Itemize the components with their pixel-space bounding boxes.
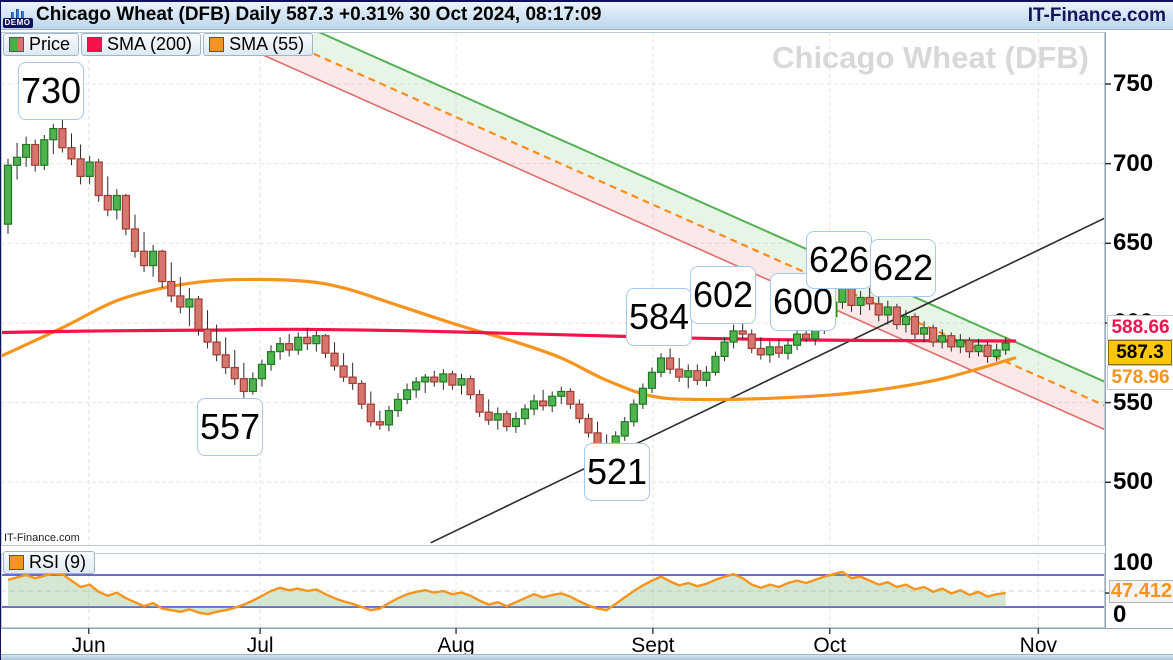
rsi-axis-tick-0: 0	[1113, 601, 1127, 628]
price-callout-602[interactable]: 602	[690, 266, 756, 324]
price-callout-557[interactable]: 557	[197, 398, 263, 456]
legend-price[interactable]: Price	[3, 33, 80, 56]
price-callout-521[interactable]: 521	[584, 443, 650, 501]
sma55-swatch-icon	[209, 37, 225, 52]
instrument-watermark: Chicago Wheat (DFB)	[772, 40, 1089, 75]
price-callout-584[interactable]: 584	[626, 288, 692, 346]
price-axis-tick-550: 550	[1113, 388, 1154, 416]
legend-sma55[interactable]: SMA (55)	[203, 33, 314, 56]
sma200-swatch-icon	[87, 37, 103, 52]
demo-label: DEMO	[2, 18, 33, 28]
x-axis-month-Jul: Jul	[246, 634, 274, 657]
rsi-value-tag: 47.412	[1109, 580, 1173, 603]
legend-rsi[interactable]: RSI (9)	[3, 551, 96, 574]
price-axis-tick-500: 500	[1113, 468, 1154, 496]
title-bar: DEMO Chicago Wheat (DFB) Daily 587.3 +0.…	[1, 0, 1173, 30]
window-bottom-strip	[1, 654, 1173, 660]
demo-badge-icon: DEMO	[2, 3, 33, 28]
x-axis-month-Nov: Nov	[1019, 634, 1058, 657]
rsi-swatch-icon	[9, 555, 24, 570]
sma200-price-tag: 588.66	[1107, 315, 1173, 340]
provider-footnote: IT-Finance.com	[4, 532, 80, 544]
instrument-title: Chicago Wheat (DFB) Daily 587.3 +0.31% 3…	[36, 4, 602, 25]
legend-price-label: Price	[29, 34, 71, 54]
x-axis-month-Jun: Jun	[71, 634, 106, 657]
legend-sma200[interactable]: SMA (200)	[81, 33, 202, 56]
price-axis-tick-750: 750	[1113, 70, 1154, 97]
legend-sma55-label: SMA (55)	[229, 34, 305, 54]
last-price-tag: 587.3	[1108, 340, 1172, 365]
rsi-axis-tick-100: 100	[1113, 549, 1154, 576]
sma55-price-tag: 578.96	[1107, 365, 1173, 390]
price-axis-tick-700: 700	[1113, 149, 1154, 177]
legend-rsi-label: RSI (9)	[29, 552, 87, 572]
x-axis-month-Oct: Oct	[813, 634, 847, 657]
x-axis-month-Aug: Aug	[437, 634, 475, 657]
price-callout-626[interactable]: 626	[806, 231, 872, 289]
price-callout-730[interactable]: 730	[18, 62, 84, 120]
brand-link: IT-Finance.com	[1027, 4, 1166, 26]
legend-sma200-label: SMA (200)	[107, 34, 193, 54]
price-axis-tick-650: 650	[1113, 229, 1154, 257]
legend-row: Price SMA (200) SMA (55)	[3, 33, 314, 56]
mini-candles-icon	[11, 8, 24, 18]
price-callout-622[interactable]: 622	[870, 239, 936, 297]
x-axis-month-Sept: Sept	[631, 634, 675, 657]
price-swatch-icon	[9, 37, 24, 52]
